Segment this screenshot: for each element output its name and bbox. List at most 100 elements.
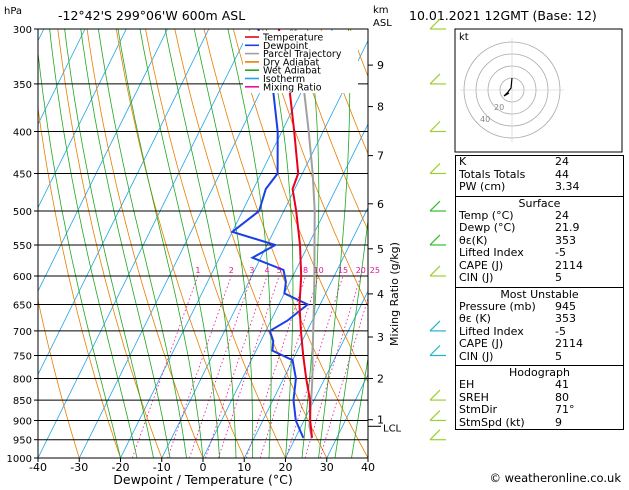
wind-barb bbox=[430, 122, 440, 132]
mixing-ratio-tick-label: 8 bbox=[303, 266, 308, 275]
pressure-tick-label: 500 bbox=[13, 207, 32, 218]
pressure-tick-label: 700 bbox=[13, 327, 32, 338]
most-unstable-title: Most Unstable bbox=[456, 288, 623, 301]
wet-adiabat-lines bbox=[37, 29, 445, 458]
altitude-tick-label: 5 bbox=[377, 243, 384, 256]
surface-row: CIN (J)5 bbox=[456, 272, 623, 285]
wet-adiabat-line bbox=[352, 29, 418, 458]
hodograph-label: EH bbox=[459, 379, 474, 392]
dry-adiabat-line bbox=[0, 29, 79, 458]
hodograph-label: StmDir bbox=[459, 404, 497, 417]
mixing-ratio-tick-label: 25 bbox=[370, 266, 380, 275]
wet-adiabat-line bbox=[50, 29, 137, 458]
hodograph-label: StmSpd (kt) bbox=[459, 417, 525, 430]
most-unstable-label: CAPE (J) bbox=[459, 338, 503, 351]
altitude-tick-label: 9 bbox=[377, 59, 384, 72]
index-row: PW (cm)3.34 bbox=[456, 181, 623, 194]
most-unstable-row: θε (K) 353 bbox=[456, 313, 623, 326]
temperature-tick-label: 40 bbox=[361, 461, 375, 474]
pressure-tick-label: 900 bbox=[13, 417, 32, 428]
surface-value: 5 bbox=[555, 272, 617, 285]
isotherm-line bbox=[244, 29, 456, 458]
wet-adiabat-line bbox=[37, 46, 120, 458]
most-unstable-label: θε (K) bbox=[459, 313, 491, 326]
altitude-tick-label: 4 bbox=[377, 288, 384, 301]
pressure-axis: 3003504004505005506006507007508008509009… bbox=[7, 25, 38, 465]
wind-barb bbox=[430, 74, 440, 84]
index-row: K 24 bbox=[456, 156, 623, 169]
legend-entry-label: Mixing Ratio bbox=[263, 82, 322, 93]
wind-barb bbox=[430, 410, 440, 420]
wind-barb bbox=[430, 390, 440, 400]
x-axis-label: Dewpoint / Temperature (°C) bbox=[113, 472, 292, 486]
pressure-tick-label: 450 bbox=[13, 170, 32, 181]
wind-barb-column bbox=[430, 19, 446, 440]
temperature-tick-label: 30 bbox=[320, 461, 334, 474]
mixing-ratio-tick-label: 1 bbox=[195, 266, 200, 275]
most-unstable-label: CIN (J) bbox=[459, 351, 493, 364]
dry-adiabat-line bbox=[29, 29, 121, 458]
mixing-ratio-tick-label: 15 bbox=[338, 266, 348, 275]
pressure-tick-label: 750 bbox=[13, 352, 32, 363]
hodograph-frame bbox=[455, 29, 622, 152]
lcl-label: LCL bbox=[383, 423, 402, 434]
wet-adiabat-line bbox=[194, 29, 252, 458]
hodograph-value: 71° bbox=[555, 404, 617, 417]
mixing-ratio-tick-label: 3 bbox=[249, 266, 254, 275]
mixing-ratio-tick-label: 2 bbox=[229, 266, 234, 275]
isotherm-line bbox=[38, 29, 250, 458]
wind-barb bbox=[430, 235, 440, 245]
asl-label: ASL bbox=[373, 18, 392, 29]
altitude-tick-label: 8 bbox=[377, 101, 384, 114]
mixing-ratio-tick-label: 20 bbox=[356, 266, 366, 275]
most-unstable-row: CAPE (J) 2114 bbox=[456, 338, 623, 351]
pressure-tick-label: 400 bbox=[13, 128, 32, 139]
pressure-tick-label: 850 bbox=[13, 396, 32, 407]
pressure-tick-label: 600 bbox=[13, 272, 32, 283]
isobar-lines bbox=[38, 29, 368, 458]
hodograph-unit-label: kt bbox=[459, 32, 469, 43]
altitude-tick-label: 2 bbox=[377, 373, 384, 386]
mixing-ratio-line bbox=[246, 276, 305, 458]
most-unstable-value: 2114 bbox=[555, 338, 617, 351]
footer-credit: © weatheronline.co.uk bbox=[489, 471, 621, 485]
mixing-ratio-tick-label: 10 bbox=[314, 266, 324, 275]
most-unstable-value: 353 bbox=[555, 313, 617, 326]
pressure-tick-label: 550 bbox=[13, 241, 32, 252]
index-value: 24 bbox=[555, 156, 617, 169]
surface-label: Lifted Index bbox=[459, 247, 524, 260]
hodograph-ring-label: 20 bbox=[494, 103, 504, 112]
altitude-tick-label: 3 bbox=[377, 331, 384, 344]
pressure-tick-label: 350 bbox=[13, 80, 32, 91]
pressure-tick-label: 650 bbox=[13, 301, 32, 312]
hodograph-row: StmSpd (kt)9 bbox=[456, 417, 623, 430]
mixing-ratio-tick-label: 4 bbox=[265, 266, 270, 275]
temperature-tick-label: -30 bbox=[70, 461, 88, 474]
temperature-tick-label: -40 bbox=[29, 461, 47, 474]
hodograph-title: Hodograph bbox=[456, 366, 623, 379]
dry-adiabat-line bbox=[204, 29, 368, 458]
dry-adiabat-line bbox=[146, 29, 286, 458]
surface-label: Dewp (°C) bbox=[459, 222, 515, 235]
index-value: 3.34 bbox=[555, 181, 617, 194]
index-label: K bbox=[459, 156, 466, 169]
hpa-label: hPa bbox=[4, 6, 22, 17]
most-unstable-value: 5 bbox=[555, 351, 617, 364]
pressure-tick-label: 950 bbox=[13, 436, 32, 447]
surface-value: 2114 bbox=[555, 260, 617, 273]
isotherm-line bbox=[79, 29, 291, 458]
surface-row: Dewp (°C)21.9 bbox=[456, 222, 623, 235]
surface-title: Surface bbox=[456, 197, 623, 210]
wet-adiabat-line bbox=[319, 29, 350, 458]
plot-frame bbox=[38, 29, 368, 458]
